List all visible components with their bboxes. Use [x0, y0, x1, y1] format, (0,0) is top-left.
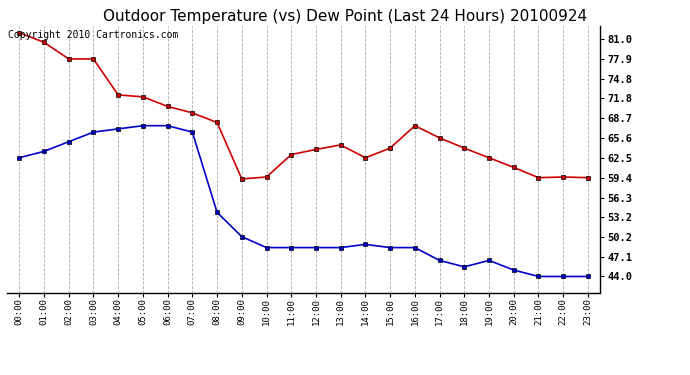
Text: Copyright 2010 Cartronics.com: Copyright 2010 Cartronics.com [8, 30, 179, 40]
Text: Outdoor Temperature (vs) Dew Point (Last 24 Hours) 20100924: Outdoor Temperature (vs) Dew Point (Last… [103, 9, 587, 24]
